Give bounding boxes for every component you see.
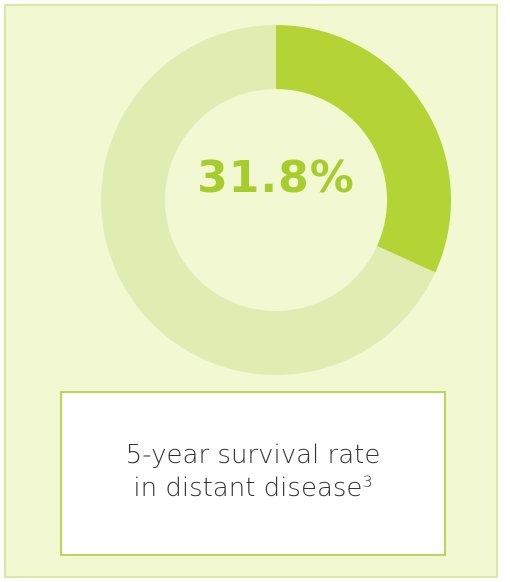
- stat-panel: 31.8% 5-year survival rate in distant di…: [4, 4, 498, 578]
- caption-line-1: 5-year survival rate: [125, 439, 381, 470]
- caption-text: 5-year survival rate in distant disease3: [126, 439, 381, 505]
- donut-slice-remainder: [101, 25, 436, 375]
- footnote-marker: 3: [362, 471, 373, 491]
- donut-center-value: 31.8%: [197, 152, 355, 203]
- donut-slice-highlight: [276, 25, 452, 273]
- donut-chart-svg: [101, 25, 452, 375]
- caption-box: 5-year survival rate in distant disease3: [60, 391, 446, 556]
- donut-chart: 31.8%: [101, 25, 452, 375]
- caption-line-2: in distant disease: [133, 472, 363, 503]
